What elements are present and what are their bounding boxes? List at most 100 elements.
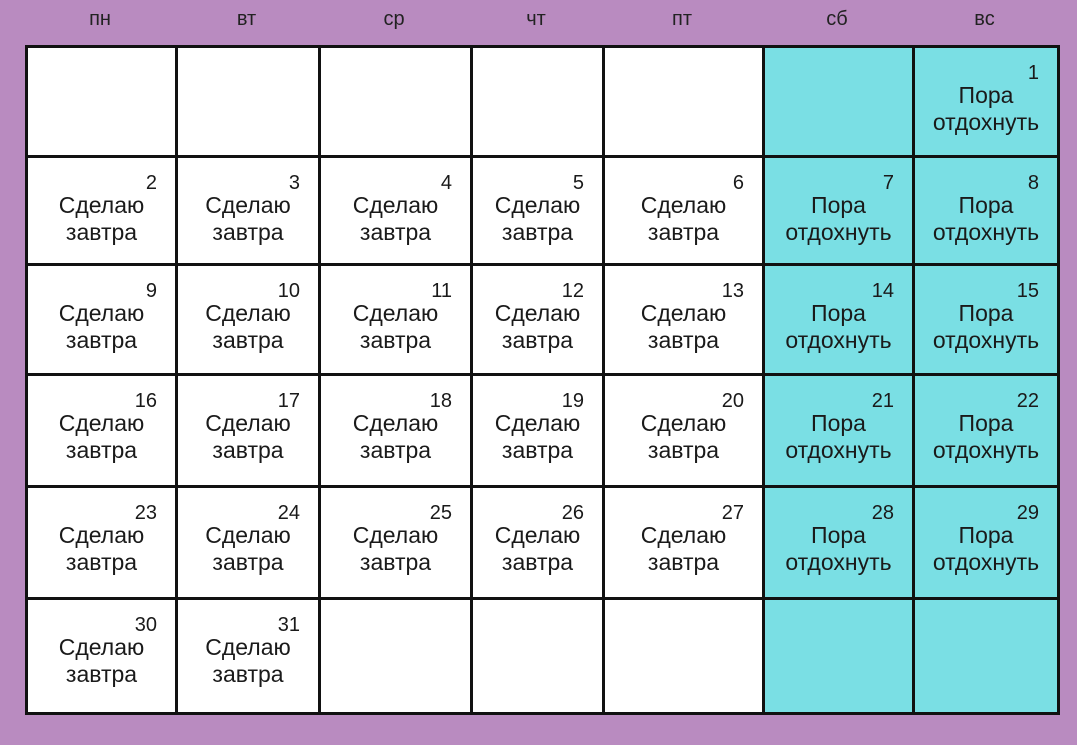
day-note: Сделаю завтра xyxy=(640,410,727,463)
day-cell: 15 Пора отдохнуть xyxy=(912,263,1060,376)
day-number: 30 xyxy=(134,614,157,636)
weekday-label: пн xyxy=(89,8,111,30)
day-number: 11 xyxy=(431,280,452,302)
day-number: 22 xyxy=(1016,390,1039,412)
day-cell: 26 Сделаю завтра xyxy=(470,485,605,600)
day-number: 13 xyxy=(721,280,744,302)
day-cell: 23 Сделаю завтра xyxy=(25,485,178,600)
day-note: Сделаю завтра xyxy=(205,634,291,687)
empty-cell xyxy=(470,597,605,715)
day-cell: 11 Сделаю завтра xyxy=(318,263,473,376)
weekday-label: вс xyxy=(974,8,995,30)
day-number: 31 xyxy=(277,614,300,636)
day-number: 24 xyxy=(277,502,300,524)
day-number: 25 xyxy=(429,502,452,524)
day-note: Сделаю завтра xyxy=(352,300,439,353)
day-cell: 7 Пора отдохнуть xyxy=(762,155,915,266)
day-note: Сделаю завтра xyxy=(58,410,145,463)
day-note: Сделаю завтра xyxy=(352,410,439,463)
day-number: 3 xyxy=(288,172,300,194)
day-number: 23 xyxy=(134,502,157,524)
day-note: Сделаю завтра xyxy=(58,522,145,575)
day-number: 26 xyxy=(561,502,584,524)
day-number: 27 xyxy=(721,502,744,524)
day-note: Сделаю завтра xyxy=(352,192,439,245)
day-number: 29 xyxy=(1016,502,1039,524)
day-note: Сделаю завтра xyxy=(205,192,291,245)
day-note: Пора отдохнуть xyxy=(932,192,1040,245)
day-number: 2 xyxy=(145,172,157,194)
day-number: 19 xyxy=(561,390,584,412)
day-note: Сделаю завтра xyxy=(58,300,145,353)
day-number: 14 xyxy=(871,280,894,302)
day-note: Сделаю завтра xyxy=(494,522,581,575)
empty-cell xyxy=(912,597,1060,715)
day-number: 21 xyxy=(871,390,894,412)
day-cell: 4 Сделаю завтра xyxy=(318,155,473,266)
day-note: Сделаю завтра xyxy=(494,192,581,245)
day-number: 7 xyxy=(882,172,894,194)
day-number: 6 xyxy=(732,172,744,194)
day-cell: 25 Сделаю завтра xyxy=(318,485,473,600)
day-cell: 27 Сделаю завтра xyxy=(602,485,765,600)
day-cell: 14 Пора отдохнуть xyxy=(762,263,915,376)
day-note: Пора отдохнуть xyxy=(785,192,892,245)
day-cell: 17 Сделаю завтра xyxy=(175,373,321,488)
empty-cell xyxy=(470,45,605,158)
day-cell: 1 Пора отдохнуть xyxy=(912,45,1060,158)
day-number: 20 xyxy=(721,390,744,412)
day-cell: 29 Пора отдохнуть xyxy=(912,485,1060,600)
day-cell: 20 Сделаю завтра xyxy=(602,373,765,488)
day-note: Сделаю завтра xyxy=(352,522,439,575)
day-number: 8 xyxy=(1027,172,1039,194)
day-number: 17 xyxy=(277,390,300,412)
day-note: Сделаю завтра xyxy=(640,192,727,245)
day-note: Пора отдохнуть xyxy=(785,410,892,463)
day-number: 5 xyxy=(572,172,584,194)
empty-cell xyxy=(762,45,915,158)
day-note: Пора отдохнуть xyxy=(932,410,1040,463)
empty-cell xyxy=(25,45,178,158)
day-note: Пора отдохнуть xyxy=(932,300,1040,353)
empty-cell xyxy=(318,597,473,715)
day-note: Сделаю завтра xyxy=(205,300,291,353)
day-number: 18 xyxy=(429,390,452,412)
day-number: 10 xyxy=(277,280,300,302)
day-note: Сделаю завтра xyxy=(58,634,145,687)
weekday-label: вт xyxy=(236,8,257,30)
day-cell: 9 Сделаю завтра xyxy=(25,263,178,376)
day-cell: 5 Сделаю завтра xyxy=(470,155,605,266)
day-cell: 19 Сделаю завтра xyxy=(470,373,605,488)
day-cell: 12 Сделаю завтра xyxy=(470,263,605,376)
day-note: Пора отдохнуть xyxy=(932,82,1040,135)
weekday-label: сб xyxy=(826,8,848,30)
day-cell: 28 Пора отдохнуть xyxy=(762,485,915,600)
day-cell: 2 Сделаю завтра xyxy=(25,155,178,266)
day-note: Сделаю завтра xyxy=(58,192,145,245)
day-note: Сделаю завтра xyxy=(205,410,291,463)
day-cell: 22 Пора отдохнуть xyxy=(912,373,1060,488)
day-note: Сделаю завтра xyxy=(640,522,727,575)
day-cell: 10 Сделаю завтра xyxy=(175,263,321,376)
day-number: 16 xyxy=(134,390,157,412)
day-note: Сделаю завтра xyxy=(205,522,291,575)
weekday-label: пт xyxy=(672,8,692,30)
day-number: 1 xyxy=(1027,62,1039,84)
day-cell: 13 Сделаю завтра xyxy=(602,263,765,376)
day-note: Пора отдохнуть xyxy=(785,300,892,353)
day-note: Пора отдохнуть xyxy=(932,522,1040,575)
day-cell: 3 Сделаю завтра xyxy=(175,155,321,266)
day-cell: 8 Пора отдохнуть xyxy=(912,155,1060,266)
day-cell: 31 Сделаю завтра xyxy=(175,597,321,715)
empty-cell xyxy=(318,45,473,158)
day-note: Сделаю завтра xyxy=(494,300,581,353)
weekday-label: ср xyxy=(383,8,405,30)
empty-cell xyxy=(602,597,765,715)
day-number: 9 xyxy=(145,280,157,302)
weekday-label: чт xyxy=(526,8,546,30)
empty-cell xyxy=(762,597,915,715)
day-number: 12 xyxy=(561,280,584,302)
day-number: 15 xyxy=(1016,280,1039,302)
day-cell: 6 Сделаю завтра xyxy=(602,155,765,266)
day-note: Пора отдохнуть xyxy=(785,522,892,575)
